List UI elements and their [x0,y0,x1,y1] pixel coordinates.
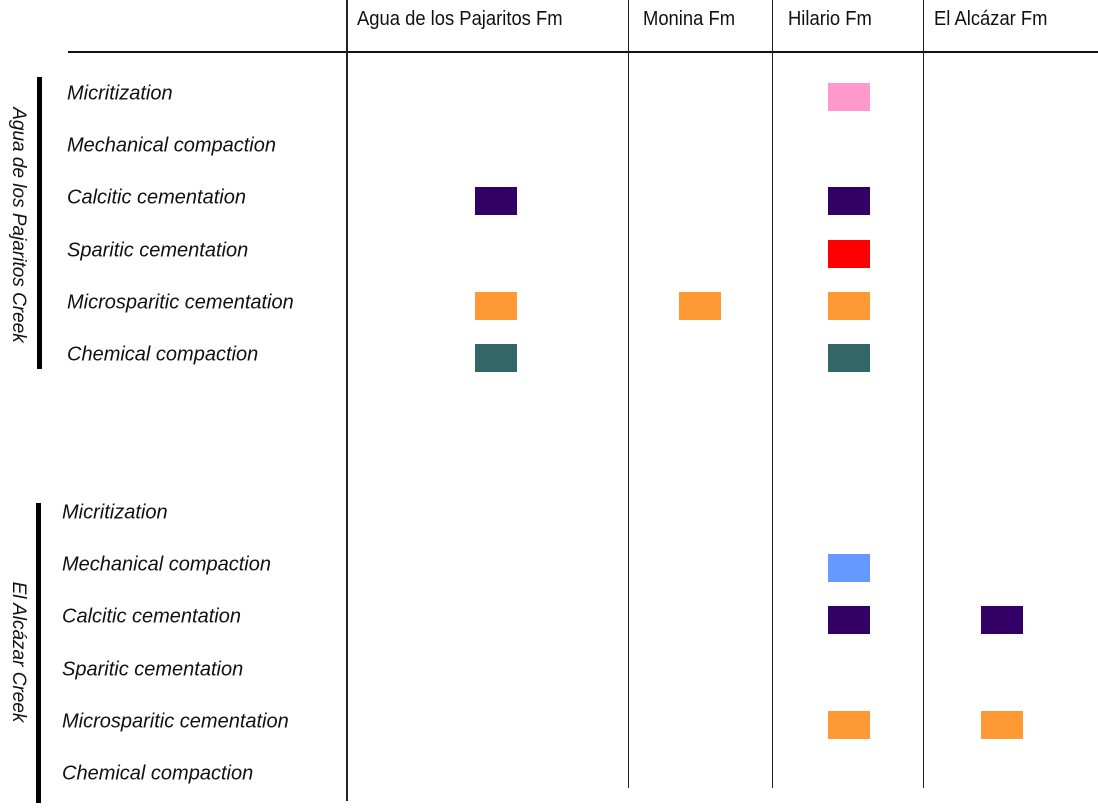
column-header: Agua de los Pajaritos Fm [357,8,563,30]
process-label: Chemical compaction [67,343,259,366]
occurrence-mark [828,554,870,583]
occurrence-mark [679,291,721,320]
process-label: Calcitic cementation [62,605,241,628]
process-label: Microsparitic cementation [62,710,289,733]
occurrence-mark [475,187,517,216]
column-header: Hilario Fm [788,8,872,30]
process-label: Mechanical compaction [67,134,276,157]
column-divider [923,0,924,788]
header-rule [68,51,1098,53]
process-label: Sparitic cementation [67,239,249,262]
occurrence-mark [828,606,870,635]
occurrence-mark [475,344,517,372]
occurrence-mark [475,291,517,320]
column-divider [628,0,629,788]
process-label: Mechanical compaction [62,553,271,576]
column-header: Monina Fm [643,8,736,30]
process-label: Microsparitic cementation [67,291,294,314]
process-label: Micritization [67,82,173,105]
occurrence-mark [828,710,870,739]
group-label: El Alcázar Creek [8,581,29,723]
column-divider [346,0,348,801]
process-label: Sparitic cementation [62,658,244,681]
group-bar [36,503,41,803]
group-label: Agua de los Pajaritos Creek [8,107,29,343]
process-label: Micritization [62,501,168,524]
occurrence-mark [981,606,1023,635]
process-label: Chemical compaction [62,762,254,785]
column-divider [772,0,773,788]
group-bar [37,77,42,369]
column-header: El Alcázar Fm [934,8,1048,30]
occurrence-mark [828,83,870,111]
occurrence-mark [828,187,870,216]
occurrence-mark [981,710,1023,739]
occurrence-mark [828,344,870,372]
occurrence-mark [828,239,870,268]
occurrence-mark [828,291,870,320]
process-label: Calcitic cementation [67,186,246,209]
